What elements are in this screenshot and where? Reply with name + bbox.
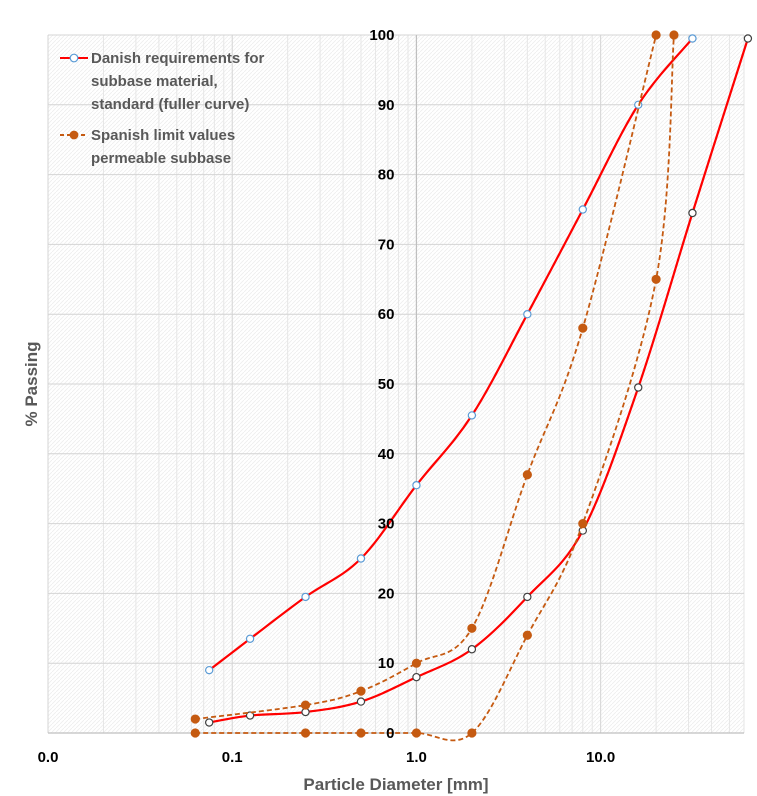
series-point	[205, 665, 214, 675]
y-tick-label: 60	[378, 306, 395, 323]
series-point	[300, 728, 311, 738]
legend-marker	[69, 53, 79, 63]
tick-labels: 0.0 0.1 1.0 10.0 0 10 20 30 40 50 60 70 80 90 100	[38, 27, 616, 766]
y-tick-label: 90	[378, 97, 395, 114]
y-tick-label: 30	[378, 516, 395, 533]
series-point	[651, 30, 661, 40]
series-point	[356, 554, 366, 563]
y-axis-title: % Passing	[22, 341, 41, 426]
series-point	[522, 470, 532, 480]
series-point	[356, 697, 366, 706]
series-point	[688, 208, 697, 218]
series-point	[300, 700, 311, 710]
series-point	[356, 728, 366, 738]
y-tick-label: 80	[378, 167, 395, 184]
x-tick-label: 10.0	[586, 749, 615, 766]
series-point	[356, 686, 366, 696]
series-point	[467, 728, 477, 738]
legend-swatch-danish	[60, 53, 88, 63]
grid	[47, 34, 745, 734]
series-point	[578, 323, 588, 333]
series-point	[743, 34, 753, 43]
series	[190, 30, 753, 742]
series-point	[190, 714, 200, 724]
y-tick-label: 50	[378, 376, 395, 393]
series-point	[578, 205, 587, 214]
series-point	[301, 592, 310, 602]
series-point	[411, 658, 422, 668]
series-point	[245, 634, 255, 643]
series-point	[411, 728, 422, 738]
series-point	[634, 383, 643, 392]
x-tick-label: 1.0	[406, 749, 427, 766]
x-tick-label: 0.1	[222, 749, 243, 766]
series-point	[205, 718, 214, 727]
legend: Danish requirements for subbase material,…	[60, 50, 265, 167]
series-point	[523, 592, 532, 602]
legend-marker	[69, 130, 79, 140]
series-point	[190, 728, 200, 738]
x-tick-label: 0.0	[38, 749, 59, 766]
legend-label-spanish: Spanish limit values permeable subbase	[91, 127, 235, 167]
series-point	[634, 100, 643, 110]
series-point	[412, 672, 421, 682]
series-point	[467, 411, 477, 420]
series-point	[578, 518, 588, 529]
y-tick-label: 70	[378, 236, 395, 253]
series-point	[467, 623, 477, 633]
legend-label-danish: Danish requirements for subbase material,…	[91, 50, 265, 113]
series-point	[522, 630, 532, 640]
legend-swatch-spanish	[60, 130, 88, 140]
y-tick-label: 40	[378, 446, 395, 463]
series-point	[412, 481, 421, 490]
series-line-0	[208, 37, 694, 672]
series-point	[688, 34, 697, 43]
x-axis-title: Particle Diameter [mm]	[303, 775, 488, 794]
series-point	[523, 310, 532, 319]
y-tick-label: 100	[369, 27, 394, 44]
series-point	[245, 711, 255, 720]
series-point	[467, 645, 477, 654]
series-point	[651, 274, 661, 284]
y-tick-label: 10	[378, 655, 395, 672]
y-tick-label: 0	[386, 725, 394, 742]
series-point	[669, 30, 679, 40]
y-tick-label: 20	[378, 585, 395, 602]
